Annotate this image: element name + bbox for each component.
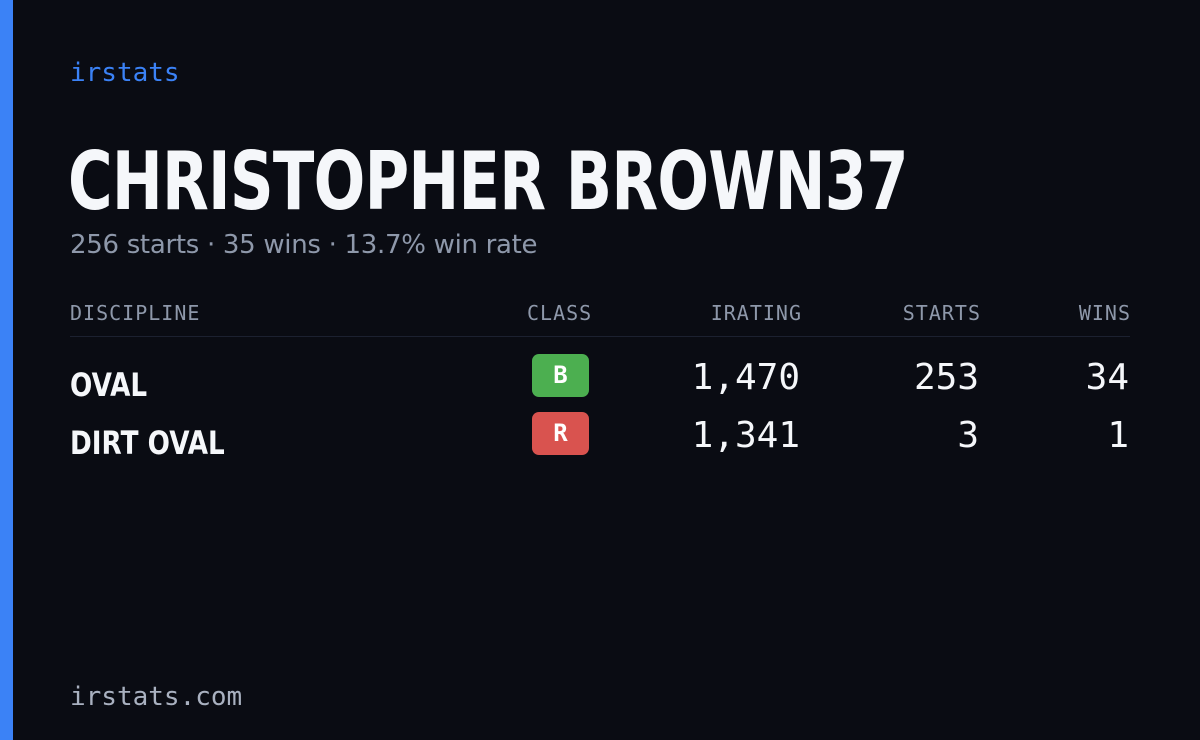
- irating-value: 1,470: [691, 357, 800, 398]
- footer-url: irstats.com: [70, 682, 243, 712]
- column-header-discipline: DISCIPLINE: [70, 301, 201, 325]
- irating-value: 1,341: [691, 415, 800, 456]
- starts-value: 3: [957, 415, 979, 456]
- brand-logo-text: irstats: [70, 58, 180, 88]
- class-badge: R: [532, 412, 589, 455]
- discipline-label: OVAL: [70, 366, 148, 404]
- wins-value: 1: [1107, 415, 1129, 456]
- column-header-starts: STARTS: [902, 301, 981, 325]
- accent-bar: [0, 0, 13, 740]
- column-header-wins: WINS: [1078, 301, 1131, 325]
- column-header-class: CLASS: [527, 301, 593, 325]
- discipline-label: DIRT OVAL: [70, 424, 225, 462]
- header-divider: [70, 336, 1130, 337]
- player-summary: 256 starts · 35 wins · 13.7% win rate: [70, 230, 538, 260]
- column-header-irating: IRATING: [710, 301, 802, 325]
- starts-value: 253: [913, 357, 979, 398]
- class-badge: B: [532, 354, 589, 397]
- wins-value: 34: [1085, 357, 1129, 398]
- player-name: CHRISTOPHER BROWN37: [68, 135, 909, 228]
